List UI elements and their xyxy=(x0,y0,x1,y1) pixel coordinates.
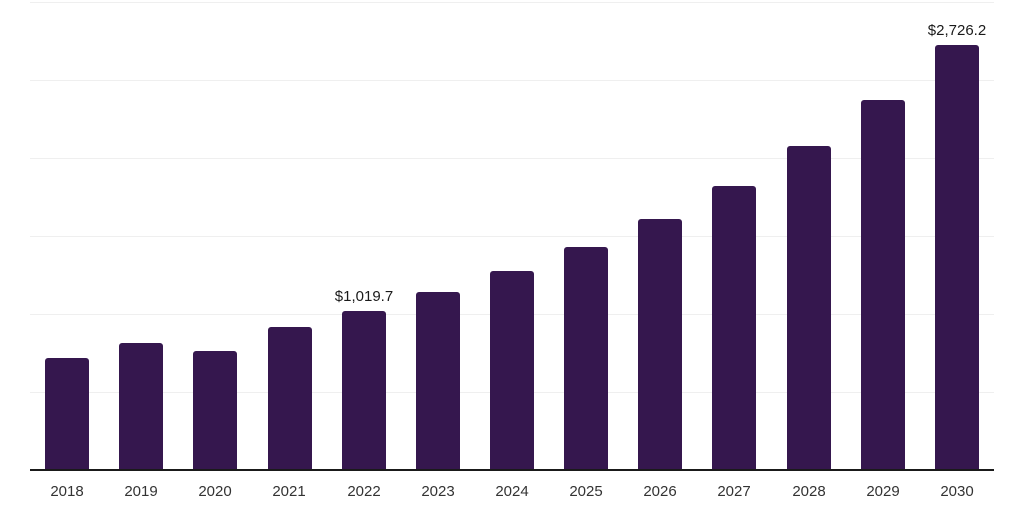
bar-2020 xyxy=(193,351,237,470)
x-tick-2024: 2024 xyxy=(495,483,529,500)
bar-2023 xyxy=(416,292,460,470)
bar-2022 xyxy=(342,311,386,470)
x-tick-2028: 2028 xyxy=(792,483,826,500)
x-tick-2023: 2023 xyxy=(421,483,455,500)
x-tick-2030: 2030 xyxy=(940,483,974,500)
x-tick-2027: 2027 xyxy=(717,483,751,500)
gridline-3000 xyxy=(30,2,994,3)
x-axis-line xyxy=(30,469,994,471)
x-tick-2029: 2029 xyxy=(866,483,900,500)
bar-2024 xyxy=(490,271,534,470)
x-tick-2025: 2025 xyxy=(569,483,603,500)
bar-2028 xyxy=(787,146,831,470)
x-tick-2026: 2026 xyxy=(643,483,677,500)
x-tick-2019: 2019 xyxy=(124,483,158,500)
x-tick-2020: 2020 xyxy=(198,483,232,500)
x-tick-2022: 2022 xyxy=(347,483,381,500)
bar-2030 xyxy=(935,45,979,470)
bar-2025 xyxy=(564,247,608,470)
bar-2026 xyxy=(638,219,682,470)
gridline-2000 xyxy=(30,158,994,159)
x-tick-2021: 2021 xyxy=(272,483,306,500)
bar-2019 xyxy=(119,343,163,470)
bar-2029 xyxy=(861,100,905,470)
gridline-1500 xyxy=(30,236,994,237)
bar-2018 xyxy=(45,358,89,470)
bar-2021 xyxy=(268,327,312,470)
bar-2027 xyxy=(712,186,756,470)
data-label-2030: $2,726.2 xyxy=(927,22,987,39)
x-tick-2018: 2018 xyxy=(50,483,84,500)
data-label-2022: $1,019.7 xyxy=(334,288,394,305)
gridline-2500 xyxy=(30,80,994,81)
